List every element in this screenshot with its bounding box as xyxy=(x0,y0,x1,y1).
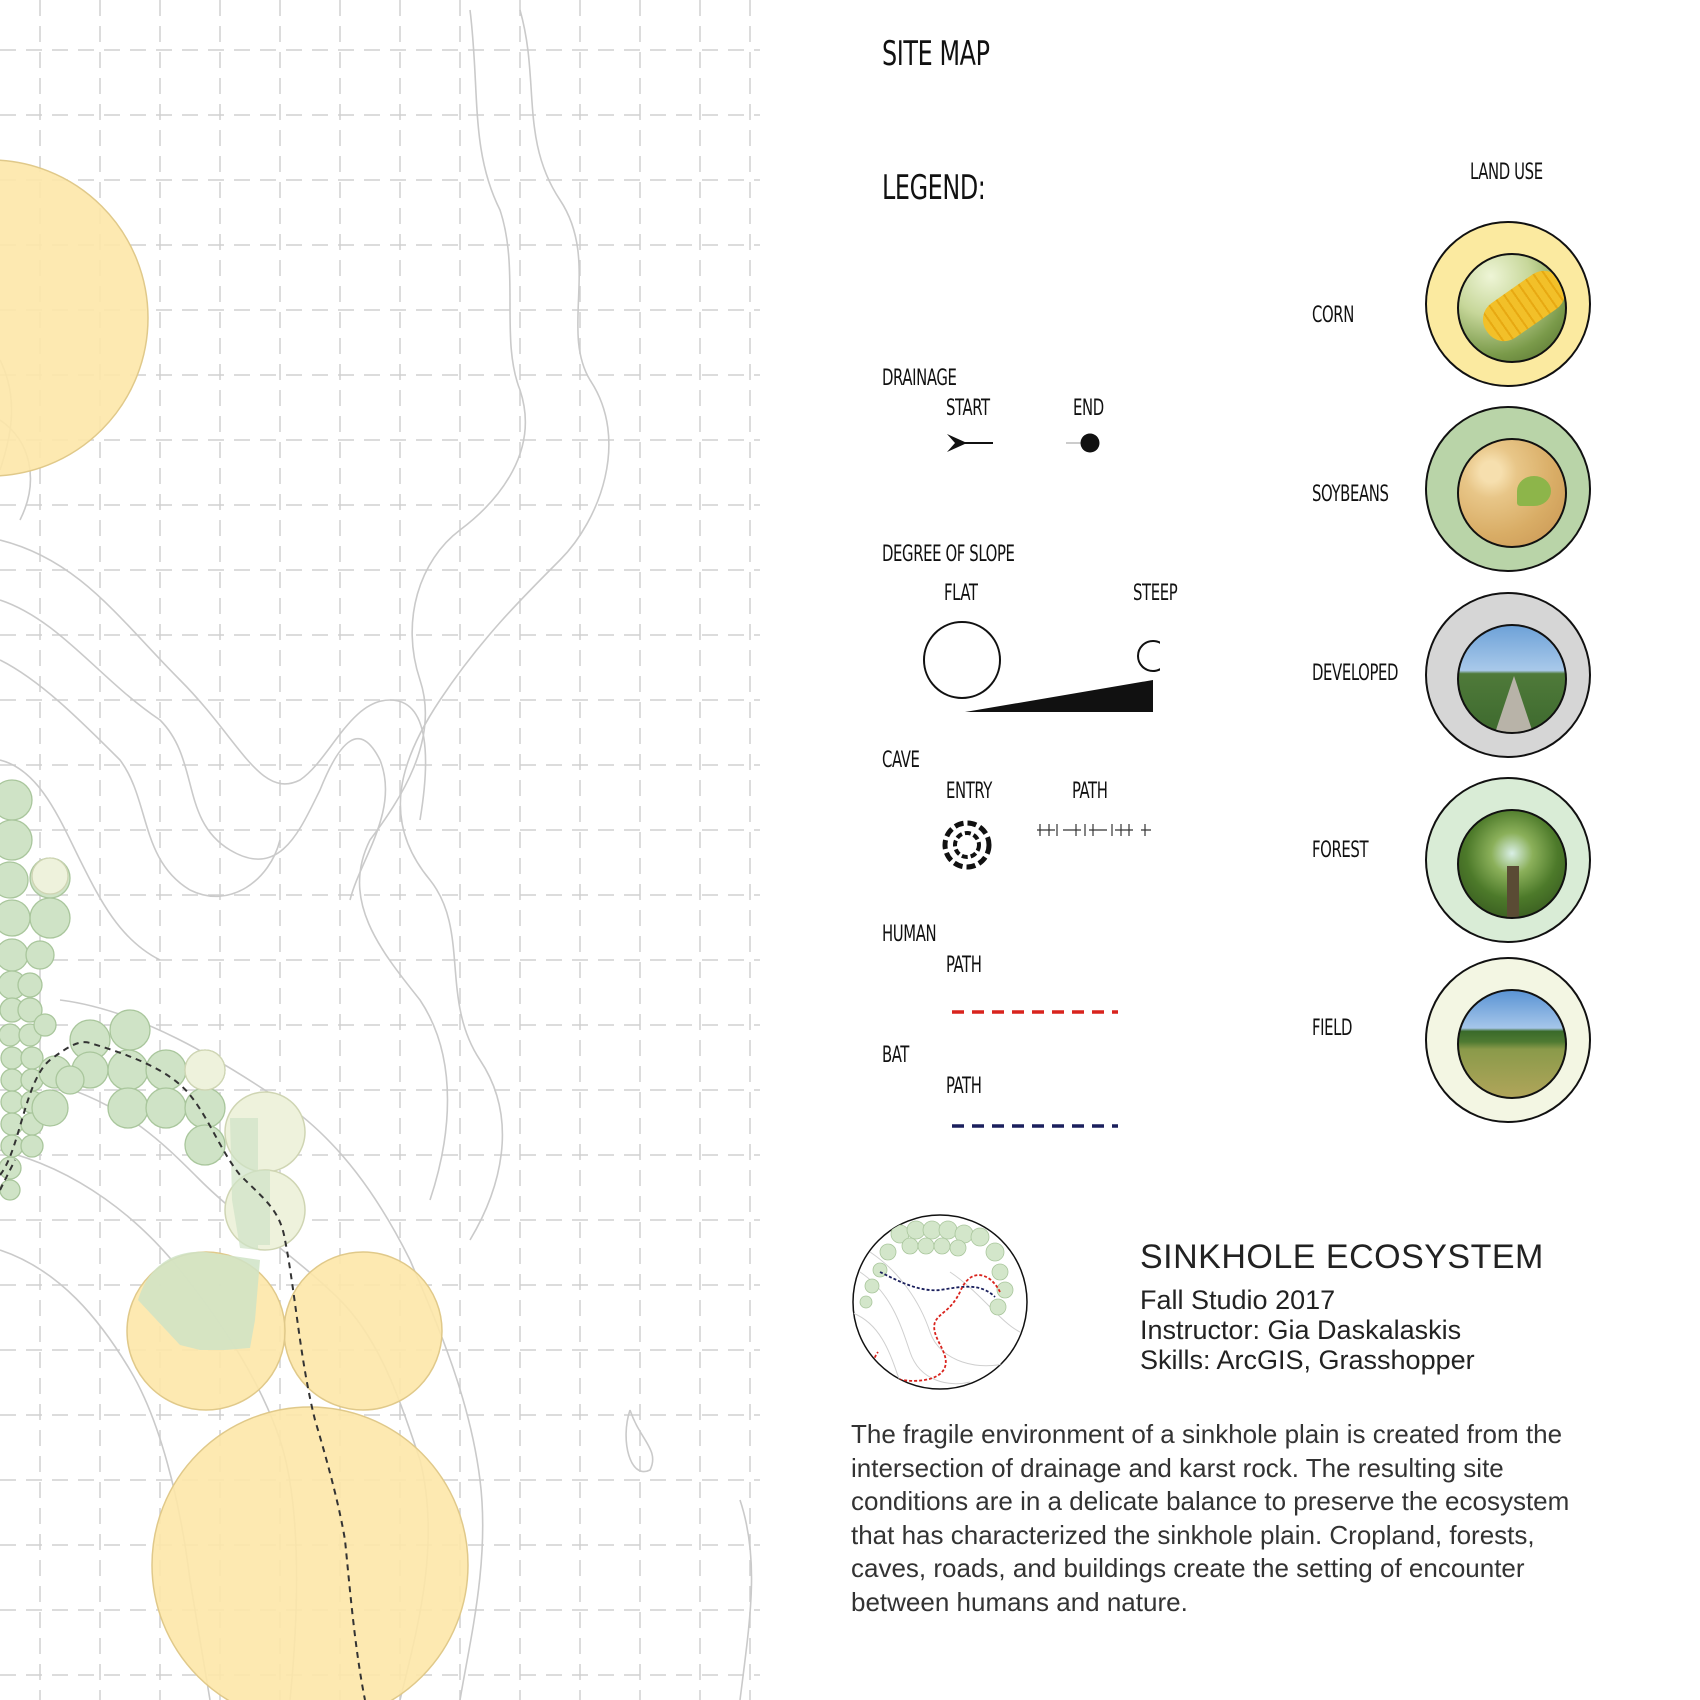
legend-drainage-label: DRAINAGE xyxy=(882,366,957,391)
legend-slope-flat-label: FLAT xyxy=(944,581,978,606)
corn-photo-icon xyxy=(1457,253,1567,363)
land-use-label-corn: CORN xyxy=(1312,303,1354,328)
legend-bat-path-label: PATH xyxy=(946,1074,982,1099)
project-studio: Fall Studio 2017 xyxy=(1140,1285,1336,1315)
land-use-title: LAND USE xyxy=(1470,160,1543,185)
page-title: SITE MAP xyxy=(882,34,990,74)
soybean-photo-icon xyxy=(1457,438,1567,548)
land-use-label-developed: DEVELOPED xyxy=(1312,661,1399,686)
legend-title: LEGEND: xyxy=(882,168,986,208)
bat-path-line xyxy=(0,1041,366,1700)
legend-human-path-label: PATH xyxy=(946,953,982,978)
drainage-start-arrow-icon xyxy=(947,434,993,452)
road-photo-icon xyxy=(1457,624,1567,734)
corn-land-use-areas xyxy=(0,159,469,1700)
legend-cave-label: CAVE xyxy=(882,748,920,773)
soybean-land-use-cluster xyxy=(0,779,226,1201)
land-use-label-field: FIELD xyxy=(1312,1016,1353,1041)
land-use-corn-circle xyxy=(1425,221,1591,387)
land-use-label-soybeans: SOYBEANS xyxy=(1312,482,1389,507)
land-use-forest-circle xyxy=(1425,777,1591,943)
land-use-soybeans-circle xyxy=(1425,406,1591,572)
legend-slope-label: DEGREE OF SLOPE xyxy=(882,542,1015,567)
land-use-developed-circle xyxy=(1425,592,1591,758)
drainage-end-dot-icon xyxy=(1066,433,1100,453)
map-grid xyxy=(0,0,760,1700)
legend-cave-path-label: PATH xyxy=(1072,779,1108,804)
project-description: The fragile environment of a sinkhole pl… xyxy=(851,1419,1570,1617)
land-use-label-forest: FOREST xyxy=(1312,838,1369,863)
project-instructor: Instructor: Gia Daskalaskis xyxy=(1140,1315,1462,1345)
site-map xyxy=(0,0,760,1700)
cave-path-icon xyxy=(1037,824,1151,836)
legend-slope-steep-label: STEEP xyxy=(1133,581,1178,606)
human-path-line-icon xyxy=(952,1010,1118,1014)
mini-site-map-icon xyxy=(852,1214,1028,1390)
legend-drainage-end-label: END xyxy=(1073,396,1104,421)
bat-path-line-icon xyxy=(952,1124,1118,1128)
legend-human-label: HUMAN xyxy=(882,922,937,947)
slope-diagram-icon xyxy=(923,621,1160,712)
field-photo-icon xyxy=(1457,989,1567,1099)
land-use-field-circle xyxy=(1425,957,1591,1123)
cave-entry-icon xyxy=(942,820,992,870)
project-title: SINKHOLE ECOSYSTEM xyxy=(1140,1238,1544,1276)
project-skills: Skills: ArcGIS, Grasshopper xyxy=(1140,1345,1475,1375)
legend-drainage-start-label: START xyxy=(946,396,990,421)
legend-bat-label: BAT xyxy=(882,1043,909,1068)
legend-cave-entry-label: ENTRY xyxy=(946,779,992,804)
forest-photo-icon xyxy=(1457,809,1567,919)
